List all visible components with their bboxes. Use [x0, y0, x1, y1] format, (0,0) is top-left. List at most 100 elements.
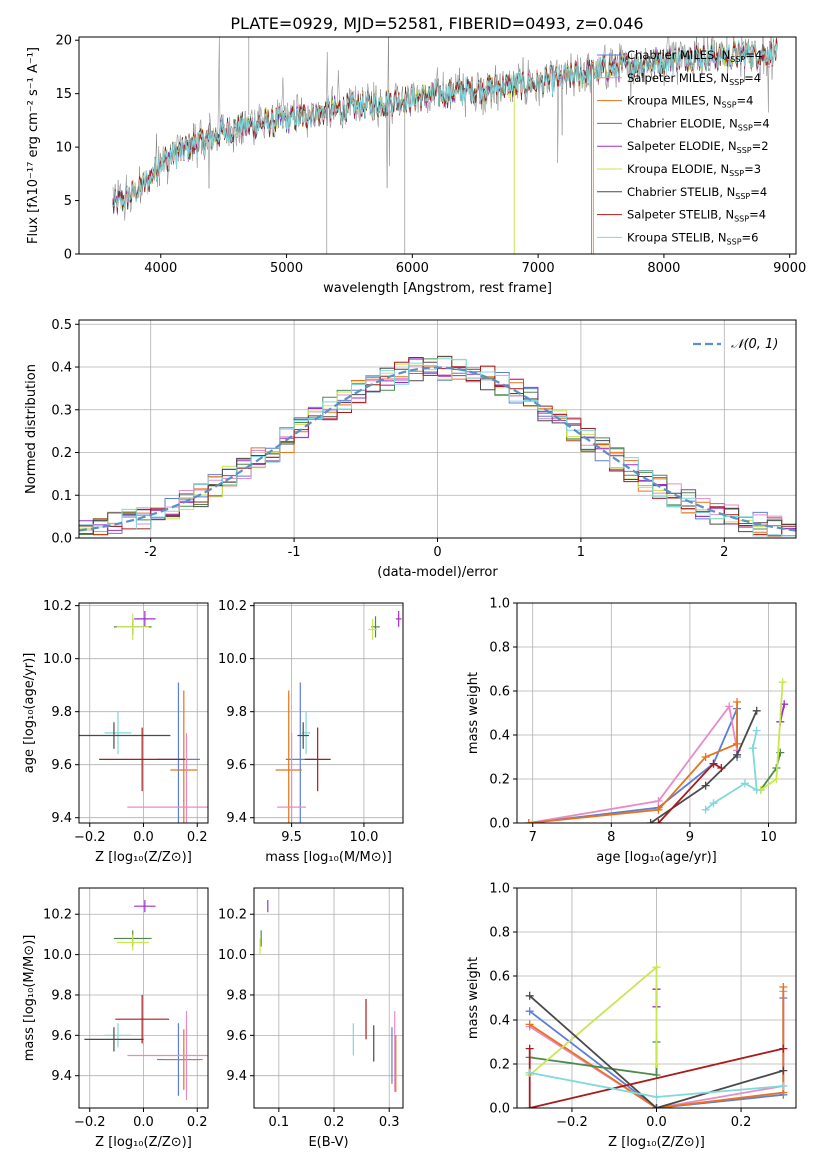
y-axis-label: mass [log₁₀(M/M⊙)]	[22, 935, 37, 1062]
x-tick-label: 1	[577, 545, 585, 560]
y-tick-label: 0.6	[489, 685, 510, 700]
mass-weight-vs-metallicity-panel: −0.2 0.0 0.2 0.0 0.2 0.4 0.6 0.8 1.0 Z [log₁₀(Z/Z…	[466, 882, 797, 1150]
x-tick-label: 0.2	[187, 830, 208, 845]
axes-frame	[516, 887, 797, 1109]
y-tick-label: 5	[64, 194, 72, 209]
y-tick-label: 1.0	[489, 597, 510, 612]
y-tick-label: 9.6	[226, 1029, 247, 1044]
legend-entry: 𝒩(0, 1)	[731, 337, 778, 352]
weight-marker	[652, 1093, 661, 1101]
x-tick-label: 10.0	[349, 830, 378, 845]
weight-marker	[652, 1060, 661, 1068]
x-tick-label: -1	[288, 545, 301, 560]
mass-vs-ebv-panel: 0.1 0.2 0.3 9.4 9.6 9.8 10.0 10.2 E(B-V)	[218, 887, 404, 1150]
x-tick-label: 0.1	[268, 1115, 289, 1130]
y-tick-label: 0.4	[489, 1014, 510, 1029]
error-bars	[275, 610, 402, 823]
weight-marker	[752, 786, 761, 794]
x-tick-label: −0.2	[74, 1115, 106, 1130]
x-axis-label: wavelength [Angstrom, rest frame]	[323, 281, 552, 296]
axes-frame	[78, 887, 209, 1109]
y-tick-label: 10.0	[43, 652, 72, 667]
y-tick-label: 0.6	[489, 970, 510, 985]
weight-line	[705, 730, 758, 811]
legend-entry: Salpeter ELODIE, NSSP=2	[627, 139, 769, 155]
x-tick-label: 0.0	[646, 1115, 667, 1130]
y-tick-label: 10.0	[218, 652, 247, 667]
y-axis-label: mass weight	[466, 957, 481, 1039]
legend-entry: Salpeter MILES, NSSP=4	[627, 71, 761, 87]
legend: Chabrier MILES, NSSP=4 Salpeter MILES, NS…	[597, 48, 770, 246]
y-tick-label: 0.2	[489, 1058, 510, 1073]
y-tick-label: 0.4	[489, 729, 510, 744]
weight-marker	[701, 781, 710, 790]
weight-line	[650, 710, 758, 823]
y-tick-label: 0.8	[489, 926, 510, 941]
legend-entry: Kroupa MILES, NSSP=4	[627, 94, 753, 110]
weight-marker	[725, 702, 734, 711]
weight-marker	[654, 797, 663, 805]
x-axis-label: Z [log₁₀(Z/Z⊙)]	[95, 1135, 192, 1150]
weight-marker	[779, 983, 788, 991]
residual-histogram-panel: -2 -1 0 1 2 0.0 0.1 0.2 0.3 0.4 0.5 (data-model)/er…	[24, 318, 797, 580]
y-tick-label: 0.3	[51, 403, 72, 418]
y-tick-label: 10.2	[218, 908, 247, 923]
weight-marker	[779, 1044, 788, 1053]
y-tick-label: 0.8	[489, 641, 510, 656]
weight-marker	[646, 819, 655, 823]
x-tick-label: 8	[607, 830, 615, 845]
y-tick-label: 0.1	[51, 489, 72, 504]
y-tick-label: 0.5	[51, 318, 72, 333]
error-bars	[79, 610, 208, 823]
y-tick-label: 9.4	[226, 1069, 247, 1084]
x-tick-label: 8000	[647, 261, 680, 276]
y-tick-label: 10.2	[43, 908, 72, 923]
x-tick-label: 0.0	[133, 1115, 154, 1130]
spectrum-panel: 4000 5000 6000 7000 8000 9000 0 5 10 15 20 waveleng…	[26, 34, 806, 296]
y-axis-label: Normed distribution	[24, 364, 39, 494]
x-tick-label: 0.2	[187, 1115, 208, 1130]
x-tick-label: 2	[720, 545, 728, 560]
legend-entry: Chabrier MILES, NSSP=4	[627, 48, 762, 64]
x-tick-label: 0	[433, 545, 441, 560]
weight-marker	[525, 991, 534, 1000]
x-axis-label: Z [log₁₀(Z/Z⊙)]	[95, 850, 192, 865]
mass-vs-metallicity-panel: −0.2 0.0 0.2 9.4 9.6 9.8 10.0 10.2 Z [log₁₀(Z/Z⊙…	[22, 887, 209, 1150]
histogram-step	[79, 358, 796, 537]
weight-marker	[772, 775, 781, 783]
y-tick-label: 10.0	[43, 948, 72, 963]
axes-frame	[78, 319, 797, 539]
x-axis-label: age [log₁₀(age/yr)]	[596, 850, 717, 865]
y-axis-label: Flux [fλ10⁻¹⁷ erg cm⁻² s⁻¹ A⁻¹]	[26, 47, 41, 244]
y-tick-label: 9.8	[51, 988, 72, 1003]
x-tick-label: −0.2	[74, 830, 106, 845]
weight-marker	[709, 799, 718, 808]
y-tick-label: 0.0	[489, 817, 510, 832]
x-tick-label: 9000	[773, 261, 806, 276]
x-tick-label: -2	[144, 545, 157, 560]
weight-marker	[525, 1007, 534, 1016]
weight-marker	[525, 1044, 534, 1053]
legend-entry: Kroupa STELIB, NSSP=6	[627, 230, 758, 246]
age-vs-metallicity-panel: −0.2 0.0 0.2 9.4 9.6 9.8 10.0 10.2 Z [log₁₀(Z/Z⊙…	[22, 599, 209, 865]
weight-line	[529, 995, 784, 1108]
y-tick-label: 10.0	[218, 948, 247, 963]
axes-frame	[253, 887, 404, 1109]
weight-line	[528, 1047, 784, 1108]
y-tick-label: 10.2	[43, 599, 72, 614]
y-tick-label: 9.4	[51, 811, 72, 826]
weight-marker	[779, 1082, 788, 1090]
y-tick-label: 15	[55, 87, 72, 102]
y-tick-label: 0.0	[51, 532, 72, 547]
x-tick-label: 6000	[396, 261, 429, 276]
weight-marker	[525, 1104, 534, 1108]
x-tick-label: 0.2	[324, 1115, 345, 1130]
weight-lines	[525, 963, 788, 1108]
x-axis-label: E(B-V)	[308, 1135, 348, 1150]
spectrum-lines	[112, 37, 778, 254]
legend-entry: Kroupa ELODIE, NSSP=3	[627, 162, 761, 178]
error-bars	[259, 900, 397, 1092]
y-tick-label: 9.6	[51, 1029, 72, 1044]
weight-marker	[733, 698, 742, 706]
